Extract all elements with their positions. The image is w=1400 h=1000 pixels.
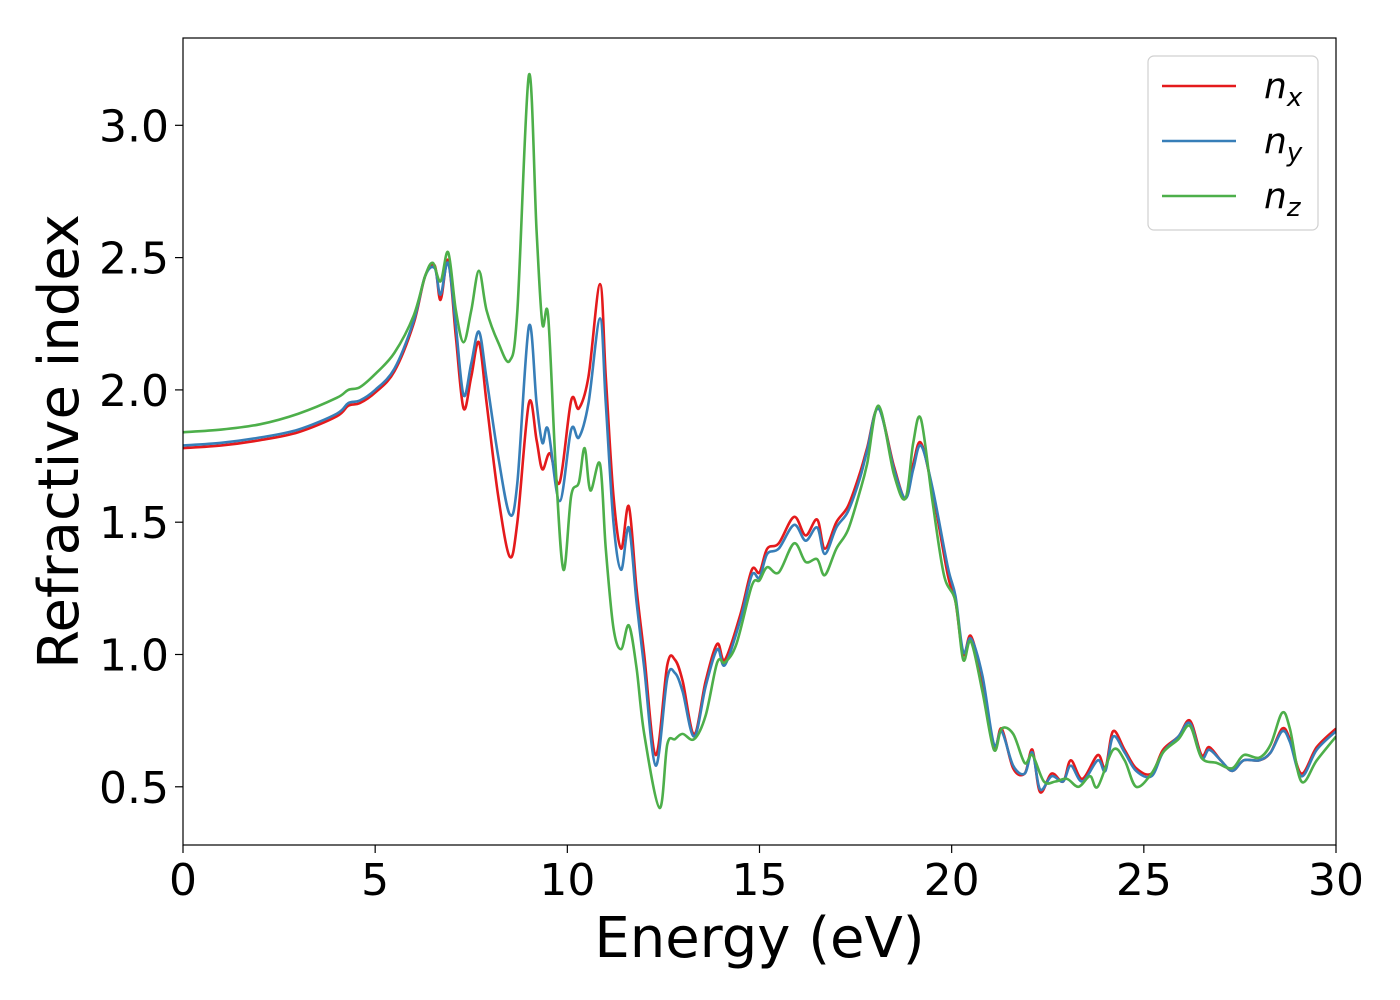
x-axis-label: Energy (eV) [594, 906, 924, 971]
series-line-nx [183, 258, 1336, 794]
y-tick-label: 1.5 [99, 498, 169, 549]
legend-entry: nx [1162, 66, 1303, 113]
x-tick-label: 30 [1308, 855, 1364, 906]
legend-entry: nz [1162, 176, 1302, 223]
y-axis-ticks: 0.5 1.0 1.5 2.0 2.5 3.0 [99, 101, 183, 814]
x-axis-ticks: 0 5 10 15 20 25 30 [169, 845, 1364, 906]
y-axis-label: Refractive index [27, 214, 92, 669]
legend-label: nx [1264, 66, 1303, 113]
series-layer [183, 72, 1336, 810]
y-tick-label: 3.0 [99, 101, 169, 152]
y-tick-label: 2.0 [99, 366, 169, 417]
legend-entry: ny [1162, 121, 1303, 168]
x-tick-label: 5 [361, 855, 389, 906]
legend-label: nz [1264, 176, 1302, 223]
x-tick-label: 25 [1116, 855, 1172, 906]
legend-box [1147, 55, 1319, 231]
legend: nx ny nz [1147, 55, 1319, 231]
y-tick-label: 1.0 [99, 630, 169, 681]
series-line-ny [183, 261, 1336, 792]
series-line-nz [183, 72, 1336, 810]
x-tick-label: 10 [539, 855, 595, 906]
y-tick-label: 2.5 [99, 234, 169, 285]
y-tick-label: 0.5 [99, 763, 169, 814]
legend-label: ny [1264, 121, 1303, 168]
x-tick-label: 0 [169, 855, 197, 906]
x-tick-label: 20 [924, 855, 980, 906]
x-tick-label: 15 [732, 855, 788, 906]
